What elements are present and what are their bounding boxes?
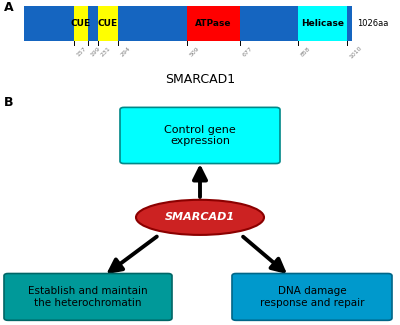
Text: ATPase: ATPase [195, 19, 232, 28]
Bar [74, 6, 88, 41]
Text: 509: 509 [188, 46, 200, 57]
Text: 1026aa: 1026aa [357, 19, 388, 28]
FancyBboxPatch shape [120, 107, 280, 163]
Text: Establish and maintain
the heterochromatin: Establish and maintain the heterochromat… [28, 286, 148, 308]
Text: 1010: 1010 [348, 46, 363, 60]
Text: 157: 157 [76, 46, 88, 57]
Text: DNA damage
response and repair: DNA damage response and repair [260, 286, 364, 308]
Bar [24, 6, 352, 41]
Bar [187, 6, 240, 41]
Text: Helicase: Helicase [301, 19, 344, 28]
Text: SMARCAD1: SMARCAD1 [165, 212, 235, 222]
Text: CUE: CUE [71, 19, 91, 28]
Text: SMARCAD1: SMARCAD1 [165, 72, 235, 85]
FancyBboxPatch shape [4, 274, 172, 320]
FancyBboxPatch shape [232, 274, 392, 320]
Text: 677: 677 [242, 46, 254, 58]
Ellipse shape [136, 200, 264, 235]
Text: 231: 231 [100, 46, 111, 58]
Text: 294: 294 [120, 46, 132, 58]
Bar [298, 6, 347, 41]
Text: 858: 858 [300, 46, 312, 57]
Text: 199: 199 [89, 46, 101, 58]
Text: CUE: CUE [98, 19, 118, 28]
Text: A: A [4, 1, 14, 14]
Text: B: B [4, 96, 14, 109]
Bar [98, 6, 118, 41]
Text: Control gene
expression: Control gene expression [164, 125, 236, 146]
